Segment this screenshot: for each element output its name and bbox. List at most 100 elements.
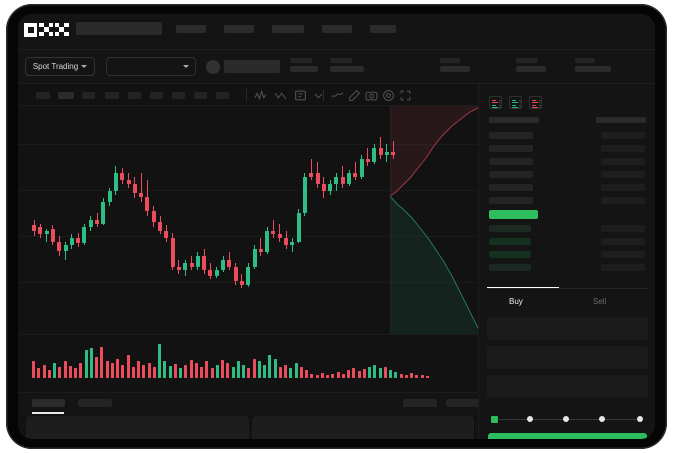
market-mode-button[interactable]: Spot Trading [25,57,95,76]
tab-buy[interactable]: Buy [509,297,523,306]
chevron-down-icon[interactable] [312,89,325,102]
orderbook-ask-price[interactable] [489,145,533,152]
slider-node-100[interactable] [637,416,643,422]
nav-item-2[interactable] [224,25,254,33]
slider-node-50[interactable] [563,416,569,422]
candle [113,106,118,334]
volume-bar [415,375,419,378]
chart-gridline [18,236,478,237]
tab-open-orders[interactable] [32,399,65,407]
candle [252,106,257,334]
orderbook-ask-price[interactable] [489,184,533,191]
total-field[interactable] [487,375,648,399]
candle [302,106,307,334]
indicators-icon[interactable] [254,89,267,102]
tab-order-history[interactable] [78,399,112,407]
orderbook-mode-asks-icon[interactable] [529,96,542,109]
orderbook-bid-amount[interactable] [601,225,645,232]
timeframe-button-5[interactable] [128,92,141,99]
nav-item-3[interactable] [272,25,304,33]
template-icon[interactable] [294,89,307,102]
orderbook-ask-amount[interactable] [601,197,645,204]
orderbook-bid-price[interactable] [489,251,531,258]
candle [132,106,137,334]
nav-item-4[interactable] [322,25,352,33]
market-mode-label: Spot Trading [32,62,79,71]
volume-bar [373,364,377,378]
orderbook-bid-price[interactable] [489,238,531,245]
candle [221,106,225,334]
timeframe-button-6[interactable] [150,92,163,99]
candle [202,106,207,334]
volume-bar [289,368,293,378]
orderbook-last-price[interactable] [489,210,538,219]
candle [309,106,314,334]
timeframe-button-8[interactable] [194,92,207,99]
volume-bar [284,364,287,378]
candle [290,106,295,334]
fullscreen-icon[interactable] [399,89,412,102]
orderbook-bid-amount[interactable] [601,264,645,271]
line-chart-icon[interactable] [331,89,344,102]
compare-icon[interactable] [274,89,287,102]
orderbook-bid-amount[interactable] [601,251,645,258]
orders-panel-right[interactable] [251,416,474,439]
volume-bar [200,366,203,378]
pair-select[interactable] [106,57,196,76]
candle [265,106,270,334]
orderbook-ask-amount[interactable] [601,132,645,139]
volume-bar [383,366,387,378]
orderbook-ask-amount[interactable] [601,184,645,191]
action-cancel-all[interactable] [446,399,480,407]
amount-percent-slider[interactable] [489,414,646,424]
orderbook-bid-price[interactable] [489,225,531,232]
camera-icon[interactable] [365,89,378,102]
volume-bar [189,359,193,378]
volume-bar [378,368,382,378]
amount-field[interactable] [487,346,648,370]
orderbook-mode-bids-icon[interactable] [509,96,522,109]
tab-sell[interactable]: Sell [593,297,607,306]
action-hide-other-pairs[interactable] [403,399,437,407]
slider-node-75[interactable] [599,416,605,422]
volume-bar [110,363,114,378]
pencil-icon[interactable] [348,89,361,102]
app-screen: Spot Trading [18,14,655,439]
price-field[interactable] [487,317,648,341]
timeframe-button-1[interactable] [36,92,50,99]
timeframe-button-4[interactable] [105,92,119,99]
timeframe-button-7[interactable] [172,92,185,99]
volume-bar [294,363,298,378]
candle [195,106,200,334]
orders-panel-left[interactable] [26,416,249,439]
slider-node-25[interactable] [527,416,533,422]
candle [107,106,112,334]
orderbook-bid-price[interactable] [489,264,531,271]
orderbook-ask-price[interactable] [489,171,533,178]
orderbook-ask-amount[interactable] [601,171,645,178]
search-input[interactable] [76,22,162,35]
timeframe-button-3[interactable] [82,92,95,99]
okx-logo[interactable] [24,22,69,37]
orderbook-mode-both-icon[interactable] [489,96,502,109]
submit-buy-button[interactable] [488,433,647,439]
slider-node-0[interactable] [490,414,499,424]
price-chart[interactable] [18,106,478,334]
logo-letter-x-icon [54,22,69,37]
candle [315,106,320,334]
orderbook-ask-amount[interactable] [601,145,645,152]
volume-bar [95,357,98,378]
orderbook-ask-amount[interactable] [601,158,645,165]
orderbook-bid-amount[interactable] [601,238,645,245]
volume-bar [404,374,408,378]
timeframe-button-2[interactable] [58,92,74,99]
settings-icon[interactable] [382,89,395,102]
candle [246,106,251,334]
orderbook-ask-price[interactable] [489,132,533,139]
orderbook-ask-price[interactable] [489,197,533,204]
nav-item-5[interactable] [370,25,396,33]
orderbook-ask-price[interactable] [489,158,533,165]
nav-item-1[interactable] [176,25,206,33]
timeframe-button-9[interactable] [216,92,229,99]
